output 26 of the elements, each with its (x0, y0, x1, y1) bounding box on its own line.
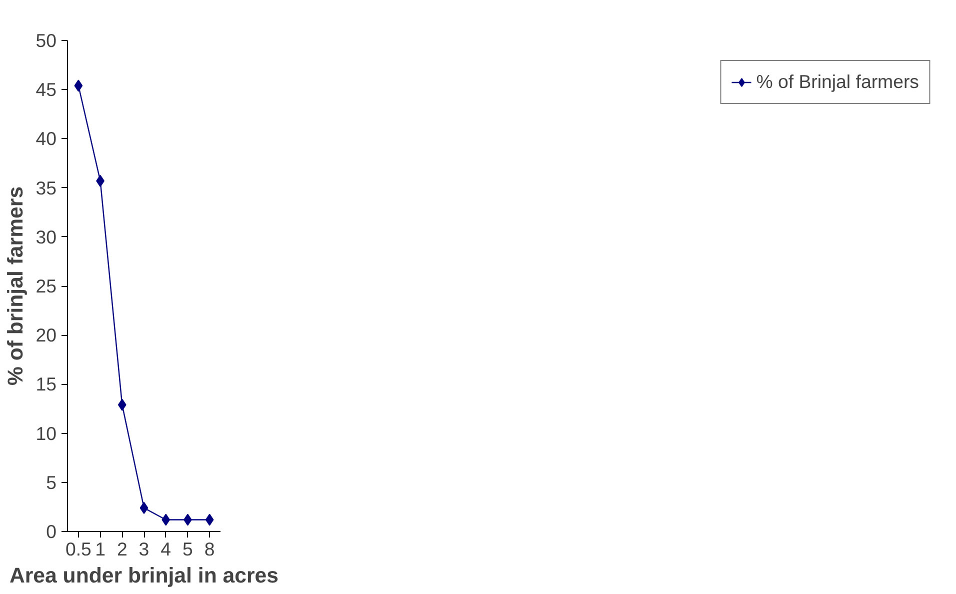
y-tick-label: 30 (36, 226, 57, 248)
x-tick-label: 5 (182, 538, 193, 560)
y-tick-label: 15 (36, 374, 57, 395)
y-tick-label: 0 (46, 521, 57, 542)
x-tick-label: 2 (116, 538, 128, 560)
y-tick-label: 45 (36, 79, 57, 100)
x-tick-label: 4 (160, 538, 172, 560)
point (205, 514, 214, 526)
y-tick-label: 5 (46, 472, 57, 493)
y-tick-label: 10 (36, 422, 57, 444)
x-axis-title: Area under brinjal in acres (9, 564, 279, 588)
y-tick-label: 50 (36, 30, 57, 51)
x-tick-label: 3 (138, 538, 150, 560)
x-tick-label: 0.5 (65, 538, 92, 560)
point (74, 80, 83, 92)
y-tick-label: 25 (36, 276, 57, 296)
y-tick-label: 20 (36, 324, 57, 346)
x-tick-label: 1 (95, 538, 106, 560)
y-tick-label: 35 (36, 177, 57, 198)
point (118, 398, 126, 411)
x-tick-label: 8 (204, 538, 215, 560)
point (140, 502, 148, 514)
y-tick-label: 40 (36, 128, 57, 150)
point (162, 514, 170, 526)
y-axis-title: % of brinjal farmers (4, 186, 28, 386)
legend-label: % of Brinjal farmers (756, 71, 919, 93)
